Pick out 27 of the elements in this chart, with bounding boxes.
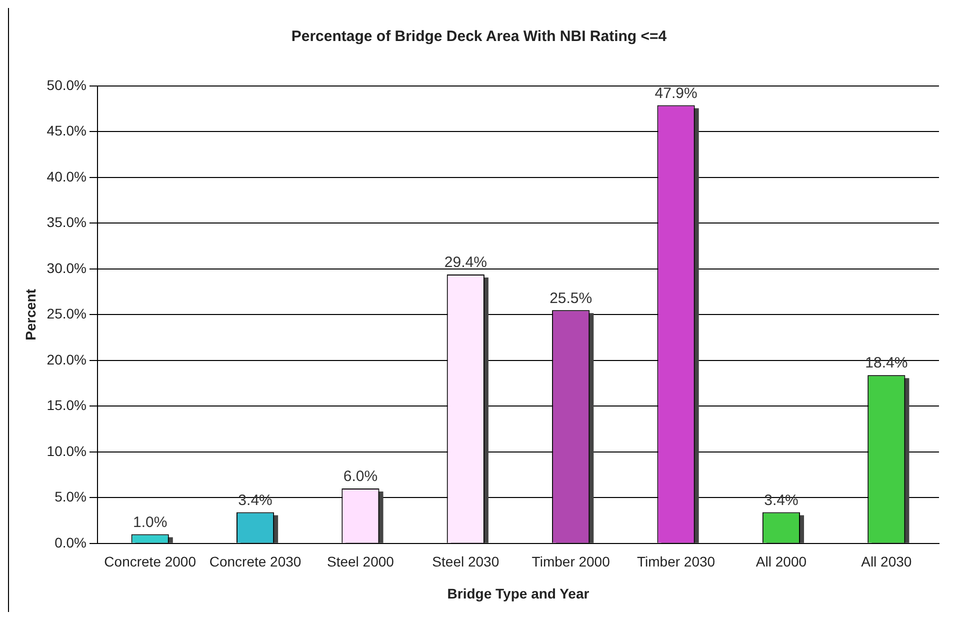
chart-title: Percentage of Bridge Deck Area With NBI Rating <=4 [291, 28, 668, 46]
x-tick-label: All 2030 [861, 554, 912, 570]
x-tick-label: All 2000 [756, 554, 807, 570]
data-label: 1.0% [132, 514, 168, 531]
x-tick-label: Timber 2000 [532, 554, 610, 570]
y-tick-label: 30.0% [46, 260, 86, 276]
y-tick-label: 25.0% [46, 306, 86, 322]
x-tick-label: Concrete 2030 [209, 554, 302, 570]
y-tick-label: 5.0% [54, 488, 86, 505]
y-tick-label: 0.0% [54, 534, 86, 550]
y-axis-title: Percent [22, 288, 38, 340]
y-tick-label: 35.0% [46, 214, 86, 230]
x-axis-title: Bridge Type and Year [447, 585, 590, 602]
y-tick-label: 10.0% [46, 442, 86, 459]
x-tick-label: Steel 2030 [432, 554, 500, 570]
y-tick-label: 15.0% [46, 397, 86, 414]
x-tick-label: Timber 2030 [636, 554, 716, 570]
data-label: 47.9% [654, 84, 698, 102]
data-label: 25.5% [550, 290, 592, 307]
y-tick-label: 40.0% [46, 168, 86, 184]
x-tick-label: Steel 2000 [326, 554, 394, 570]
y-tick-label: 20.0% [46, 351, 86, 368]
y-tick-label: 45.0% [46, 122, 86, 139]
x-tick-label: Concrete 2000 [104, 554, 196, 570]
data-label: 6.0% [343, 468, 378, 486]
data-label: 29.4% [444, 254, 487, 272]
y-tick-label: 50.0% [46, 76, 86, 93]
